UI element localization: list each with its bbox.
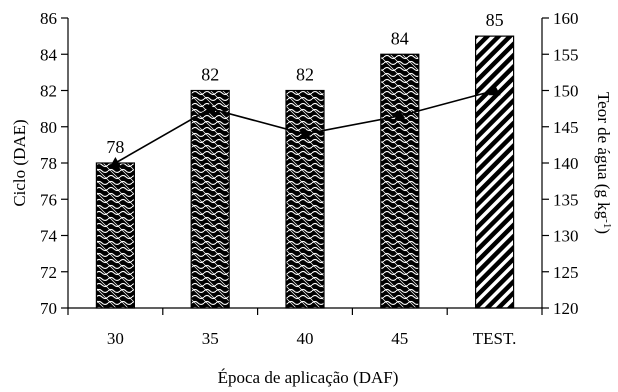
y2-axis-title-end: ) [594,228,613,234]
bar-data-label: 82 [201,65,219,85]
water-content-point [393,109,406,121]
y2-axis-title-main: Teor de água (g kg [594,92,613,220]
y2-axis-title: Teor de água (g kg-1) [594,92,613,234]
bar-test [475,35,515,309]
water-content-point [204,102,217,114]
bar-40 [285,89,325,309]
y2-axis-title-superscript: -1 [601,219,613,228]
y-tick-label: 80 [40,118,57,137]
bars [95,35,515,309]
y-tick-label: 86 [40,9,57,28]
water-content-point [109,157,122,168]
y2-tick-label: 145 [553,118,579,137]
y-tick-label: 74 [40,227,58,246]
y2-tick-label: 125 [553,263,579,282]
y-axis-title: Ciclo (DAE) [10,119,29,206]
bar-30 [95,162,136,309]
bar-data-label: 85 [486,10,504,30]
x-tick-label: TEST. [473,329,517,348]
axes: 70 72 74 76 78 80 82 84 86 120 125 130 135 140 145 150 1… [40,9,579,348]
y-tick-label: 76 [40,190,57,209]
y2-tick-label: 155 [553,45,579,64]
water-content-series [109,84,501,168]
x-tick-label: 30 [107,329,124,348]
bar-35 [190,89,230,309]
water-content-point [488,84,501,96]
y2-tick-label: 120 [553,299,579,318]
y2-tick-label: 130 [553,227,579,246]
bar-data-label: 82 [296,65,314,85]
x-axis-title: Época de aplicação (DAF) [218,368,399,387]
y2-tick-label: 160 [553,9,579,28]
y2-tick-label: 150 [553,82,579,101]
bar-45 [380,53,420,309]
bar-data-label: 84 [391,28,409,48]
water-content-point [299,128,311,139]
y2-tick-label: 135 [553,190,579,209]
x-tick-label: 45 [391,329,408,348]
x-tick-label: 35 [202,329,219,348]
y-tick-label: 84 [40,45,58,64]
data-labels: 78 82 82 84 85 [106,10,503,157]
y-tick-label: 82 [40,82,57,101]
y2-tick-label: 140 [553,154,579,173]
y-tick-label: 78 [40,154,57,173]
x-tick-label: 40 [297,329,314,348]
y-tick-label: 70 [40,299,57,318]
y-tick-label: 72 [40,263,57,282]
bar-data-label: 78 [106,137,124,157]
